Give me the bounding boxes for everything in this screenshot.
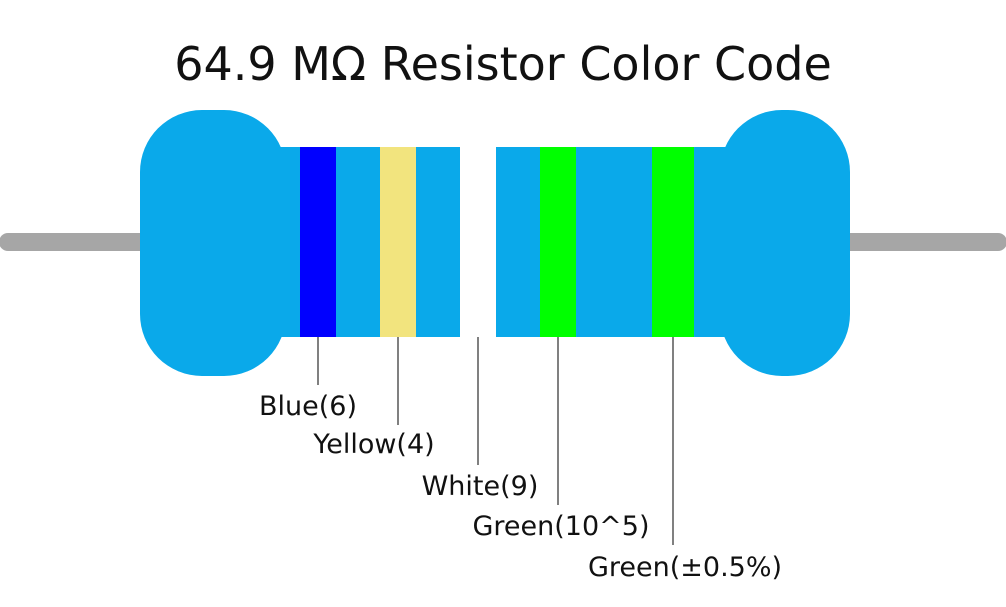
color-band <box>540 147 576 337</box>
band-label: Yellow(4) <box>312 429 434 460</box>
title: 64.9 MΩ Resistor Color Code <box>174 37 832 91</box>
color-band <box>300 147 336 337</box>
color-band <box>380 147 416 337</box>
band-label: Green(±0.5%) <box>588 552 782 583</box>
right-cap <box>720 110 850 376</box>
band-label: White(9) <box>422 471 539 502</box>
band-label: Blue(6) <box>259 391 357 422</box>
color-band <box>460 147 496 337</box>
left-cap <box>140 110 286 376</box>
color-band <box>652 147 694 337</box>
bands: Blue(6) Yellow(4) White(9) Green(10^5) Green… <box>259 147 782 583</box>
band-label: Green(10^5) <box>473 511 650 542</box>
